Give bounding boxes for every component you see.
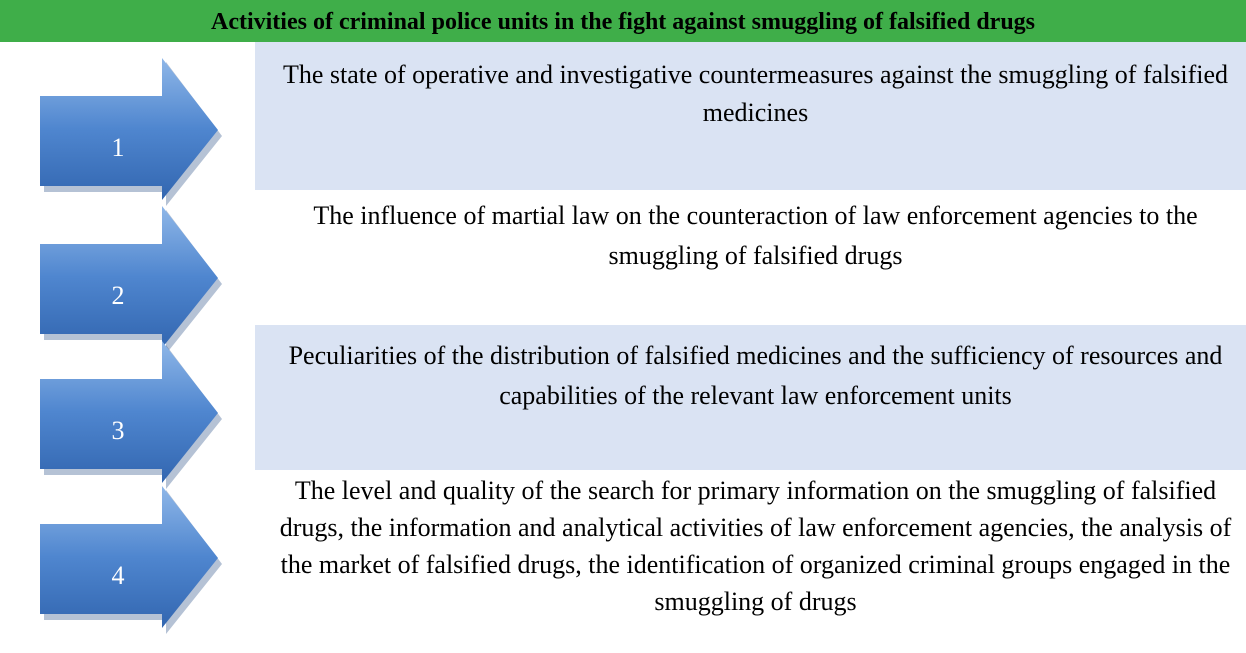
arrow: 2 <box>40 206 222 354</box>
item-text: The state of operative and investigative… <box>282 60 1229 127</box>
item-row: The influence of martial law on the coun… <box>0 190 1246 354</box>
arrow-shape <box>40 486 218 628</box>
arrow-shape <box>40 58 218 200</box>
arrow-shape <box>40 341 218 483</box>
item-row: Peculiarities of the distribution of fal… <box>0 325 1246 489</box>
item-row: The level and quality of the search for … <box>0 470 1246 653</box>
item-box <box>255 325 1246 470</box>
item-text: Peculiarities of the distribution of fal… <box>288 341 1223 410</box>
item-number: 3 <box>112 416 125 445</box>
item-number: 4 <box>112 561 125 590</box>
item-box <box>255 42 1246 190</box>
diagram-title: Activities of criminal police units in t… <box>0 0 1246 42</box>
item-number: 1 <box>112 133 125 162</box>
item-number: 2 <box>112 281 125 310</box>
arrow-shape <box>40 206 218 348</box>
arrow: 3 <box>40 341 222 489</box>
item-text: The level and quality of the search for … <box>279 476 1232 616</box>
arrow: 4 <box>40 486 222 634</box>
arrow: 1 <box>40 58 222 206</box>
item-text: The influence of martial law on the coun… <box>313 201 1198 270</box>
item-row: The state of operative and investigative… <box>0 42 1246 206</box>
